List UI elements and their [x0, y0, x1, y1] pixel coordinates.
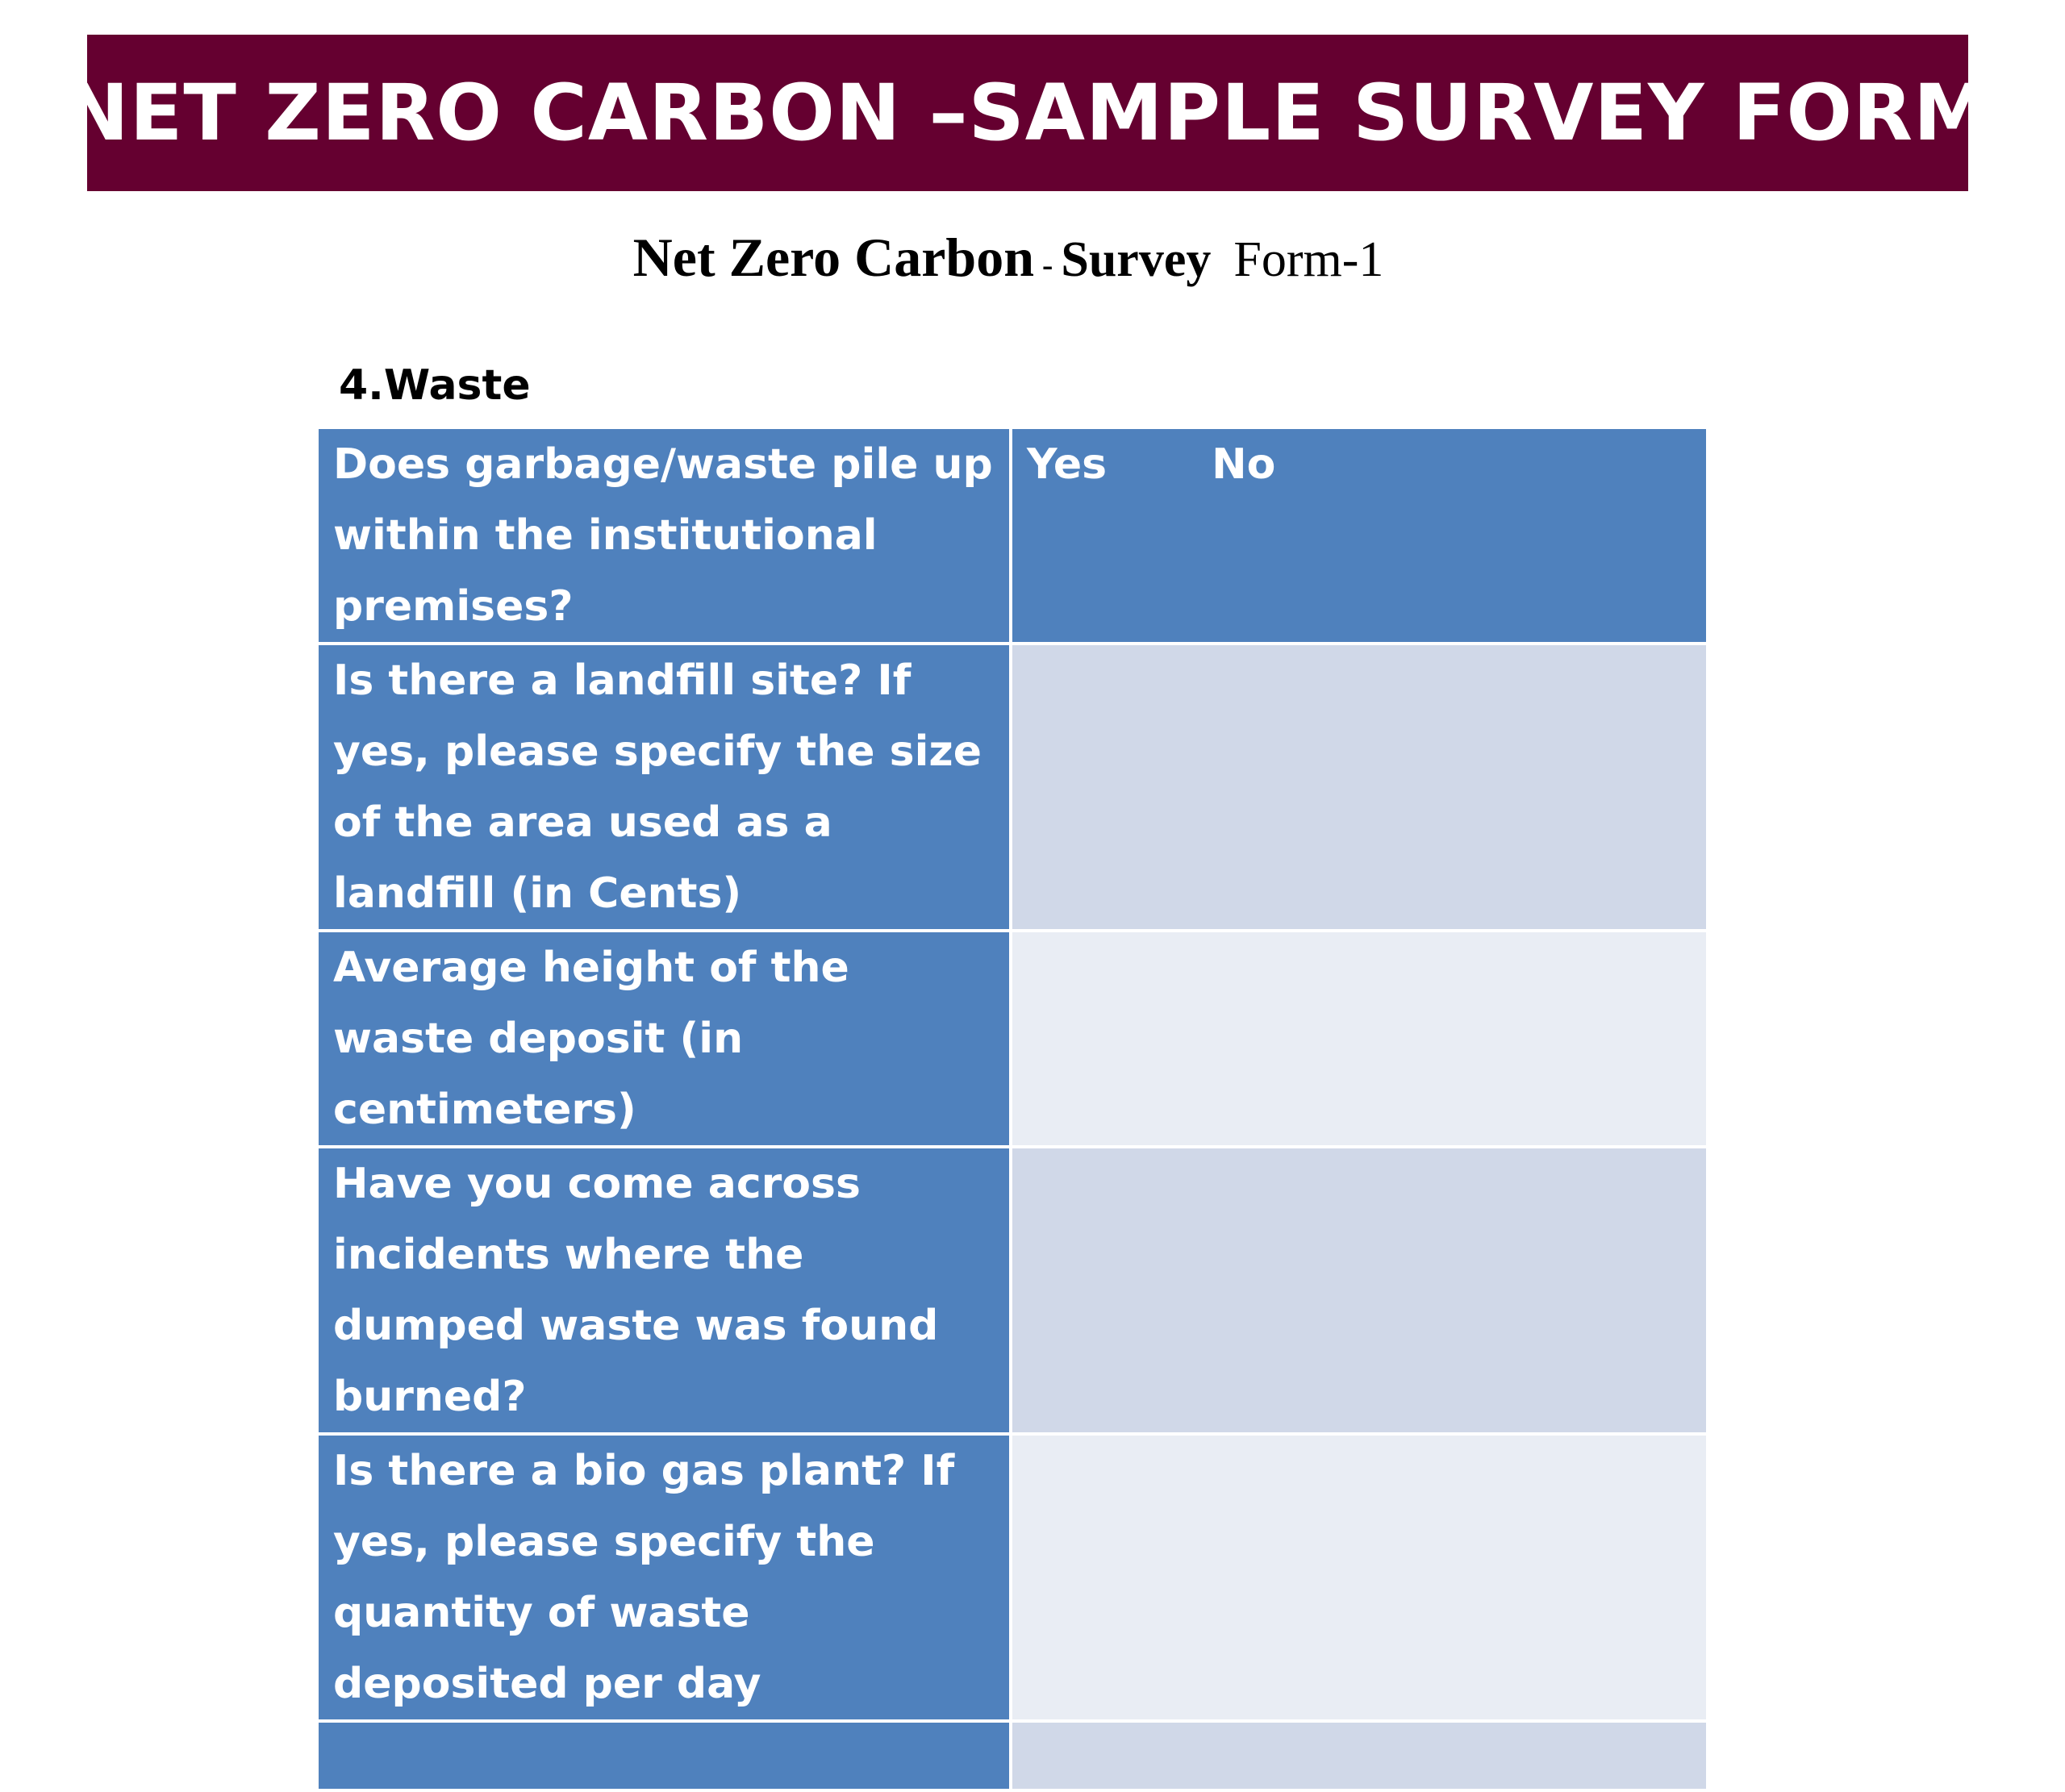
banner-title: NET ZERO CARBON –SAMPLE SURVEY FORM: [64, 68, 1992, 158]
table-row: Is there a bio gas plant? If yes, please…: [315, 1432, 1709, 1723]
answer-cell[interactable]: [1009, 1719, 1709, 1792]
question-cell: Is there a landfill site? If yes, please…: [315, 642, 1012, 932]
question-cell: Have you come across incidents where the…: [315, 1145, 1012, 1436]
yes-no-options: Yes No: [1009, 426, 1709, 645]
question-cell: Average height of the waste deposit (in …: [315, 929, 1012, 1148]
answer-cell[interactable]: [1009, 1432, 1709, 1723]
subtitle-main: Net Zero Carbon: [632, 227, 1035, 288]
table-row: Have you come across incidents where the…: [315, 1145, 1709, 1436]
answer-cell[interactable]: [1009, 1145, 1709, 1436]
subtitle-separator: -: [1042, 247, 1053, 283]
table-row: Does garbage/waste pile up within the in…: [315, 426, 1709, 645]
option-yes[interactable]: Yes: [1027, 440, 1108, 489]
answer-cell[interactable]: [1009, 642, 1709, 932]
question-cell: Does garbage/waste pile up within the in…: [315, 426, 1012, 645]
form-subtitle: Net Zero Carbon - Survey Form-1: [0, 226, 2017, 290]
survey-table: Does garbage/waste pile up within the in…: [315, 426, 1709, 1792]
subtitle-form-number: Form-1: [1233, 232, 1384, 287]
section-heading: 4.Waste: [339, 361, 531, 410]
answer-cell[interactable]: [1009, 929, 1709, 1148]
subtitle-survey: Survey: [1061, 232, 1212, 287]
table-row: Is there a landfill site? If yes, please…: [315, 642, 1709, 932]
table-row: Average height of the waste deposit (in …: [315, 929, 1709, 1148]
question-cell: [315, 1719, 1012, 1792]
table-row: [315, 1719, 1709, 1792]
option-no[interactable]: No: [1212, 440, 1276, 489]
question-cell: Is there a bio gas plant? If yes, please…: [315, 1432, 1012, 1723]
title-banner: NET ZERO CARBON –SAMPLE SURVEY FORM: [64, 35, 1991, 191]
